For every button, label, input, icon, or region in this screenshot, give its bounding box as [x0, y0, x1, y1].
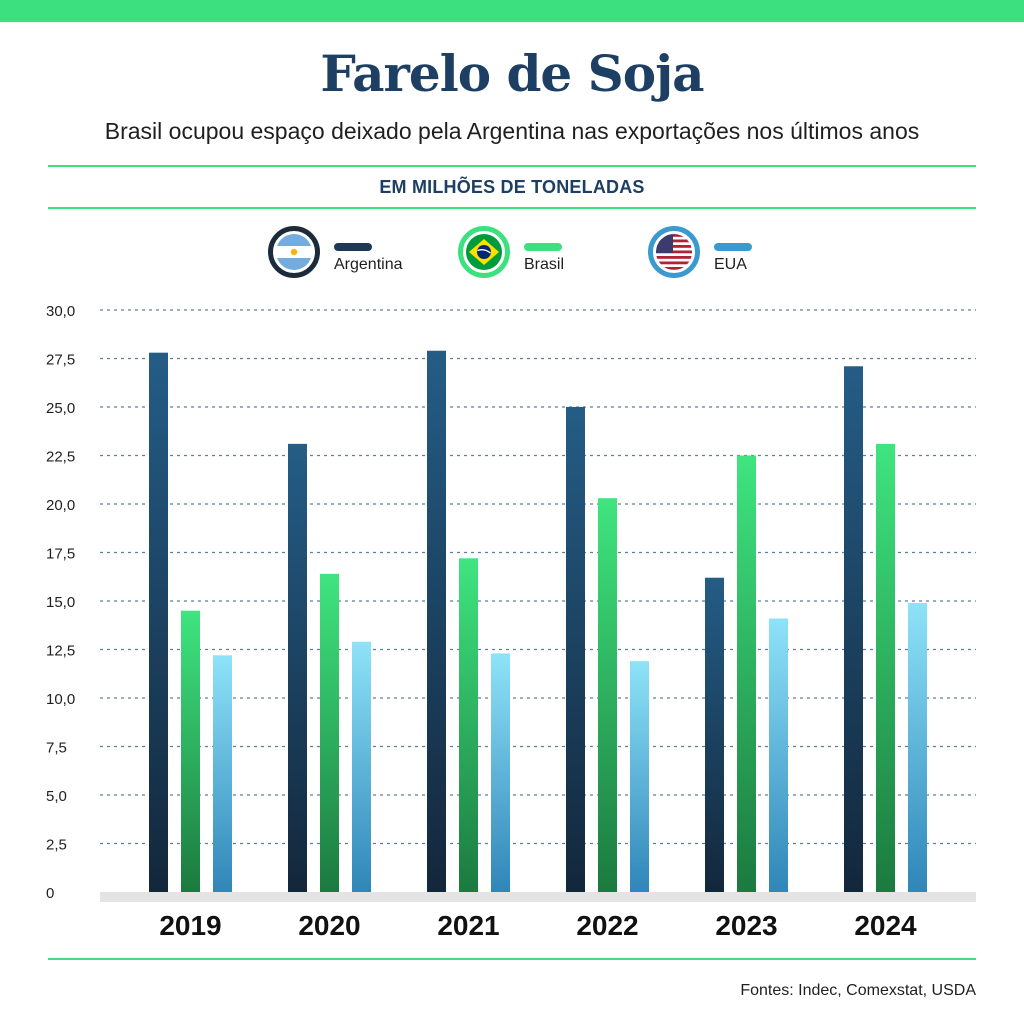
legend-swatch-argentina [334, 243, 372, 251]
bar-eua-2020 [352, 641, 371, 892]
y-tick-label: 17,5 [46, 546, 75, 563]
top-accent-bar [0, 0, 1024, 22]
usa-flag-icon [648, 226, 700, 278]
x-tick-label: 2020 [298, 910, 360, 941]
legend-swatch-eua [714, 243, 752, 251]
bar-argentina-2019 [149, 352, 168, 892]
y-tick-label: 5,0 [46, 788, 67, 805]
legend-label-brasil: Brasil [524, 256, 565, 273]
y-tick-label: 15,0 [46, 594, 75, 611]
y-tick-label: 25,0 [46, 400, 75, 417]
x-tick-label: 2023 [715, 910, 777, 941]
bar-argentina-2023 [705, 577, 724, 892]
brazil-flag-icon [458, 226, 510, 278]
y-tick-label: 7,5 [46, 740, 67, 757]
x-tick-label: 2021 [437, 910, 499, 941]
x-tick-label: 2019 [159, 910, 221, 941]
x-tick-label: 2022 [576, 910, 638, 941]
bar-eua-2023 [769, 618, 788, 892]
page-title: Farelo de Soja [320, 44, 704, 103]
bar-chart: 0 2,5 5,0 7,5 10,0 12,5 15,0 17,5 20,0 22,5 25,0 27… [46, 303, 976, 941]
bar-brasil-2020 [320, 573, 339, 892]
page-subtitle: Brasil ocupou espaço deixado pela Argent… [104, 118, 920, 144]
bar-eua-2021 [491, 653, 510, 892]
legend-label-argentina: Argentina [334, 256, 403, 273]
divider-bottom [48, 958, 976, 960]
units-label: EM MILHÕES DE TONELADAS [379, 177, 645, 197]
divider-units [48, 207, 976, 209]
y-tick-label: 20,0 [46, 497, 75, 514]
x-tick-label: 2024 [854, 910, 917, 941]
x-axis-baseline [100, 892, 976, 902]
bar-argentina-2022 [566, 407, 585, 892]
y-tick-label: 22,5 [46, 449, 75, 466]
y-tick-label: 27,5 [46, 352, 75, 369]
bar-argentina-2020 [288, 443, 307, 892]
y-tick-label: 0 [46, 885, 54, 902]
bar-eua-2024 [908, 602, 927, 892]
bar-brasil-2022 [598, 498, 617, 892]
y-tick-label: 12,5 [46, 643, 75, 660]
legend-swatch-brasil [524, 243, 562, 251]
y-tick-label: 10,0 [46, 691, 75, 708]
bar-eua-2022 [630, 661, 649, 892]
bar-brasil-2024 [876, 443, 895, 892]
bar-brasil-2019 [181, 610, 200, 892]
bar-argentina-2021 [427, 350, 446, 892]
divider-top [48, 165, 976, 167]
y-tick-label: 30,0 [46, 303, 75, 320]
bar-argentina-2024 [844, 366, 863, 892]
legend-label-eua: EUA [714, 256, 747, 273]
source-note: Fontes: Indec, Comexstat, USDA [740, 982, 976, 999]
bar-eua-2019 [213, 655, 232, 892]
argentina-flag-icon [268, 226, 320, 278]
bar-brasil-2021 [459, 558, 478, 892]
bar-brasil-2023 [737, 455, 756, 892]
y-tick-label: 2,5 [46, 837, 67, 854]
